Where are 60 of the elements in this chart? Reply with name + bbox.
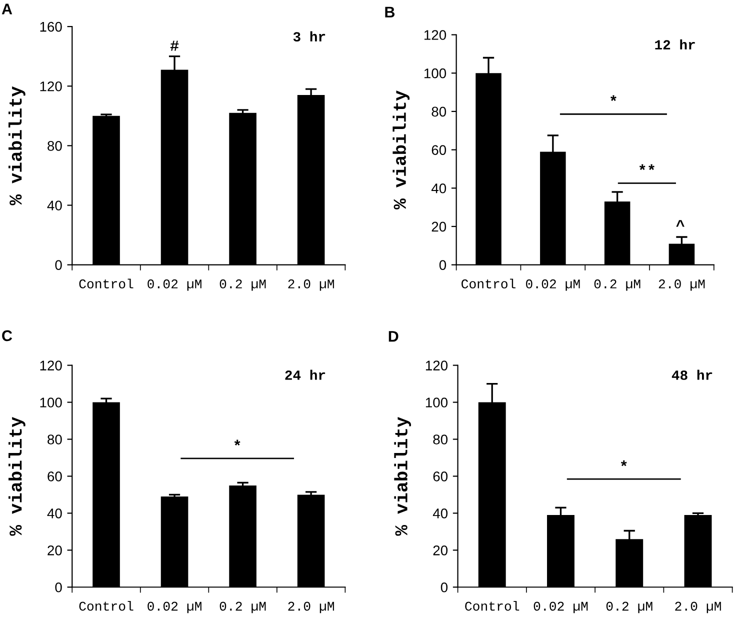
annotation: ^ bbox=[676, 220, 684, 227]
x-tick-label: Control bbox=[79, 601, 134, 611]
x-tick-label: Control bbox=[462, 278, 516, 288]
y-tick-label: 100 bbox=[426, 398, 448, 408]
text: C bbox=[2, 330, 12, 342]
y-tick-label: 80 bbox=[433, 434, 448, 444]
annotation: # bbox=[170, 40, 179, 51]
y-tick-label: 40 bbox=[432, 508, 448, 518]
x-tick-label: Control bbox=[79, 278, 134, 288]
y-tick-label: 40 bbox=[431, 183, 446, 194]
x-tick-label: 0.2 µM bbox=[594, 279, 640, 291]
y-tick-label: 60 bbox=[432, 145, 446, 155]
y-tick-label: 0 bbox=[439, 260, 446, 270]
text: B bbox=[385, 6, 395, 18]
y-axis-title: % viability bbox=[392, 90, 410, 210]
y-tick-label: 0 bbox=[440, 582, 448, 592]
chart-title: 12 hr bbox=[655, 39, 695, 50]
x-tick-label: 2.0 µM bbox=[288, 602, 334, 614]
y-tick-label: 120 bbox=[40, 360, 62, 370]
y-tick-label: 40 bbox=[47, 508, 62, 518]
y-tick-label: 80 bbox=[48, 141, 62, 151]
y-tick-label: 80 bbox=[432, 106, 446, 117]
y-tick-label: 20 bbox=[433, 545, 448, 556]
x-tick-label: 0.2 µM bbox=[220, 602, 266, 614]
x-tick-label: 0.2 µM bbox=[606, 602, 652, 614]
y-axis-title: % viability bbox=[394, 416, 412, 536]
y-tick-label: 120 bbox=[40, 81, 62, 92]
x-tick-label: 2.0 µM bbox=[288, 279, 334, 291]
x-tick-label: 0.02 µM bbox=[526, 279, 580, 291]
y-tick-label: 0 bbox=[55, 582, 62, 592]
text: D bbox=[388, 331, 398, 342]
chart-title: 24 hr bbox=[285, 370, 326, 380]
y-tick-label: 40 bbox=[47, 200, 62, 210]
annotation: * bbox=[610, 95, 616, 101]
y-tick-label: 160 bbox=[40, 22, 62, 32]
y-axis-title: % viability bbox=[8, 416, 26, 536]
x-tick-label: 0.2 µM bbox=[220, 279, 266, 291]
chart-title: 3 hr bbox=[293, 31, 326, 42]
x-tick-label: 0.02 µM bbox=[534, 602, 588, 614]
y-tick-label: 120 bbox=[424, 30, 446, 40]
y-tick-label: 80 bbox=[48, 434, 62, 444]
annotation: * bbox=[234, 440, 240, 446]
y-tick-label: 20 bbox=[48, 545, 62, 556]
y-tick-label: 120 bbox=[426, 360, 448, 370]
x-tick-label: 0.02 µM bbox=[148, 279, 202, 291]
chart-title: 48 hr bbox=[672, 370, 712, 380]
y-axis-title: % viability bbox=[8, 86, 26, 206]
x-tick-label: 0.02 µM bbox=[148, 602, 202, 614]
y-tick-label: 0 bbox=[55, 260, 62, 270]
y-tick-label: 60 bbox=[433, 472, 448, 482]
annotation: * bbox=[620, 460, 627, 466]
y-tick-label: 100 bbox=[40, 398, 62, 408]
y-tick-label: 20 bbox=[432, 222, 446, 232]
x-tick-label: 2.0 µM bbox=[658, 279, 705, 291]
x-tick-label: Control bbox=[465, 601, 520, 611]
text: A bbox=[2, 4, 12, 14]
y-tick-label: 100 bbox=[424, 68, 446, 78]
y-tick-label: 60 bbox=[48, 472, 62, 482]
annotation: ** bbox=[639, 164, 654, 170]
x-tick-label: 2.0 µM bbox=[675, 602, 721, 614]
